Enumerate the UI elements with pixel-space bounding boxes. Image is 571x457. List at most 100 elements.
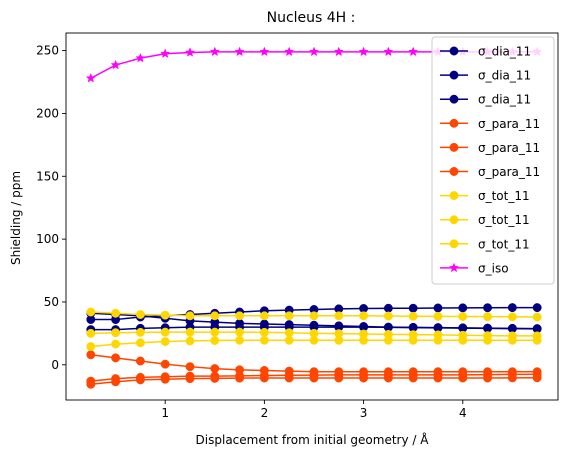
data-point [383,46,394,57]
data-point [334,373,344,383]
data-point [334,311,344,321]
data-point [359,322,369,331]
legend-label: σ_para_11 [478,117,540,131]
data-point [284,46,295,57]
data-point [433,373,443,383]
legend-entry: σ_dia_11 [440,69,531,83]
legend-marker [449,70,459,80]
data-point [135,338,145,348]
legend-entry: σ_dia_11 [440,45,531,59]
legend-label: σ_tot_11 [478,213,530,227]
series-group [85,46,543,389]
data-point [184,47,196,57]
legend-marker [449,94,459,104]
data-point [507,323,517,333]
data-point [210,373,220,383]
data-point [111,353,121,363]
legend-entry: σ_tot_11 [440,189,530,203]
legend-entry: σ_para_11 [440,117,540,131]
series-9 [86,335,542,352]
data-point [458,323,468,333]
data-point [507,373,517,383]
data-point [433,303,443,313]
y-tick-label: 50 [44,295,59,309]
data-point [135,327,145,337]
series-7 [86,307,542,322]
legend-entry: σ_tot_11 [440,213,530,227]
y-tick-label: 100 [36,232,59,246]
data-point [383,335,393,345]
data-point [209,46,220,57]
data-point [135,52,146,63]
data-point [185,374,195,384]
data-point [383,311,393,321]
data-point [458,373,468,383]
data-point [334,321,344,331]
data-point [86,350,96,360]
data-point [507,312,517,322]
data-point [235,373,245,383]
legend-label: σ_para_11 [478,141,540,155]
data-point [111,339,121,349]
data-point [160,374,170,384]
data-point [259,319,269,329]
data-point [185,327,195,337]
legend-marker [449,215,459,225]
data-point [458,335,468,345]
data-point [309,311,319,321]
data-point [483,335,493,345]
data-point [86,342,96,352]
data-point [235,335,245,345]
data-point [111,308,121,318]
x-tick-label: 1 [161,406,169,420]
data-point [110,59,121,70]
data-point [135,356,145,366]
plot-area: 1 2 3 4 0 50 100 150 200 250 [36,32,559,420]
data-point [309,335,319,345]
data-point [86,307,96,317]
data-point [111,377,121,387]
legend-entry: σ_para_11 [440,141,540,155]
data-point [532,303,542,313]
data-point [259,335,269,345]
data-point [284,320,294,330]
data-point [111,328,121,338]
data-point [259,327,269,337]
data-point [408,46,419,57]
y-tick-label: 0 [51,358,59,372]
data-point [359,311,369,321]
data-point [160,359,170,369]
chart-title: Nucleus 4H : [267,10,356,26]
data-point [358,46,369,57]
data-point [160,48,171,59]
data-point [458,312,468,321]
data-point [185,362,195,372]
data-point [85,72,96,83]
y-tick-label: 200 [36,106,59,120]
legend-marker [449,46,459,56]
data-point [383,373,393,383]
data-point [259,311,269,321]
data-point [210,311,220,321]
legend-marker [449,167,459,176]
data-point [135,310,145,319]
data-point [234,46,245,57]
data-point [309,320,319,330]
data-point [458,303,468,313]
x-tick-label: 3 [360,406,368,420]
data-point [359,335,369,345]
data-point [334,335,344,345]
legend-marker [449,142,459,152]
data-point [408,311,418,321]
data-point [507,335,517,345]
legend-entry: σ_para_11 [440,165,540,179]
legend-entry: σ_dia_11 [440,93,531,107]
data-point [235,327,245,337]
y-tick-label: 150 [36,169,59,183]
legend-label: σ_tot_11 [478,189,530,203]
data-point [483,373,493,383]
data-point [333,46,344,57]
data-point [433,311,443,321]
legend-marker [449,191,459,201]
data-point [483,303,493,313]
